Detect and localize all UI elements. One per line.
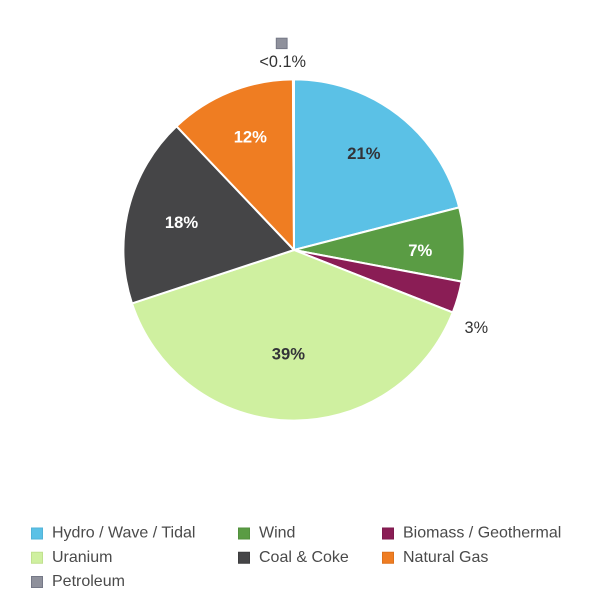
svg-text:21%: 21% [347,144,380,163]
svg-text:3%: 3% [465,319,489,337]
svg-text:Petroleum: Petroleum [52,573,125,590]
svg-text:7%: 7% [408,241,432,260]
svg-text:Uranium: Uranium [52,549,112,566]
svg-text:Wind: Wind [259,525,295,542]
svg-text:Natural Gas: Natural Gas [403,549,488,566]
svg-text:12%: 12% [234,127,267,146]
svg-text:Biomass / Geothermal: Biomass / Geothermal [403,525,561,542]
svg-text:18%: 18% [165,213,198,232]
svg-text:<0.1%: <0.1% [259,53,306,71]
svg-text:Coal & Coke: Coal & Coke [259,549,349,566]
svg-text:39%: 39% [272,344,305,363]
svg-text:Hydro / Wave / Tidal: Hydro / Wave / Tidal [52,525,195,542]
